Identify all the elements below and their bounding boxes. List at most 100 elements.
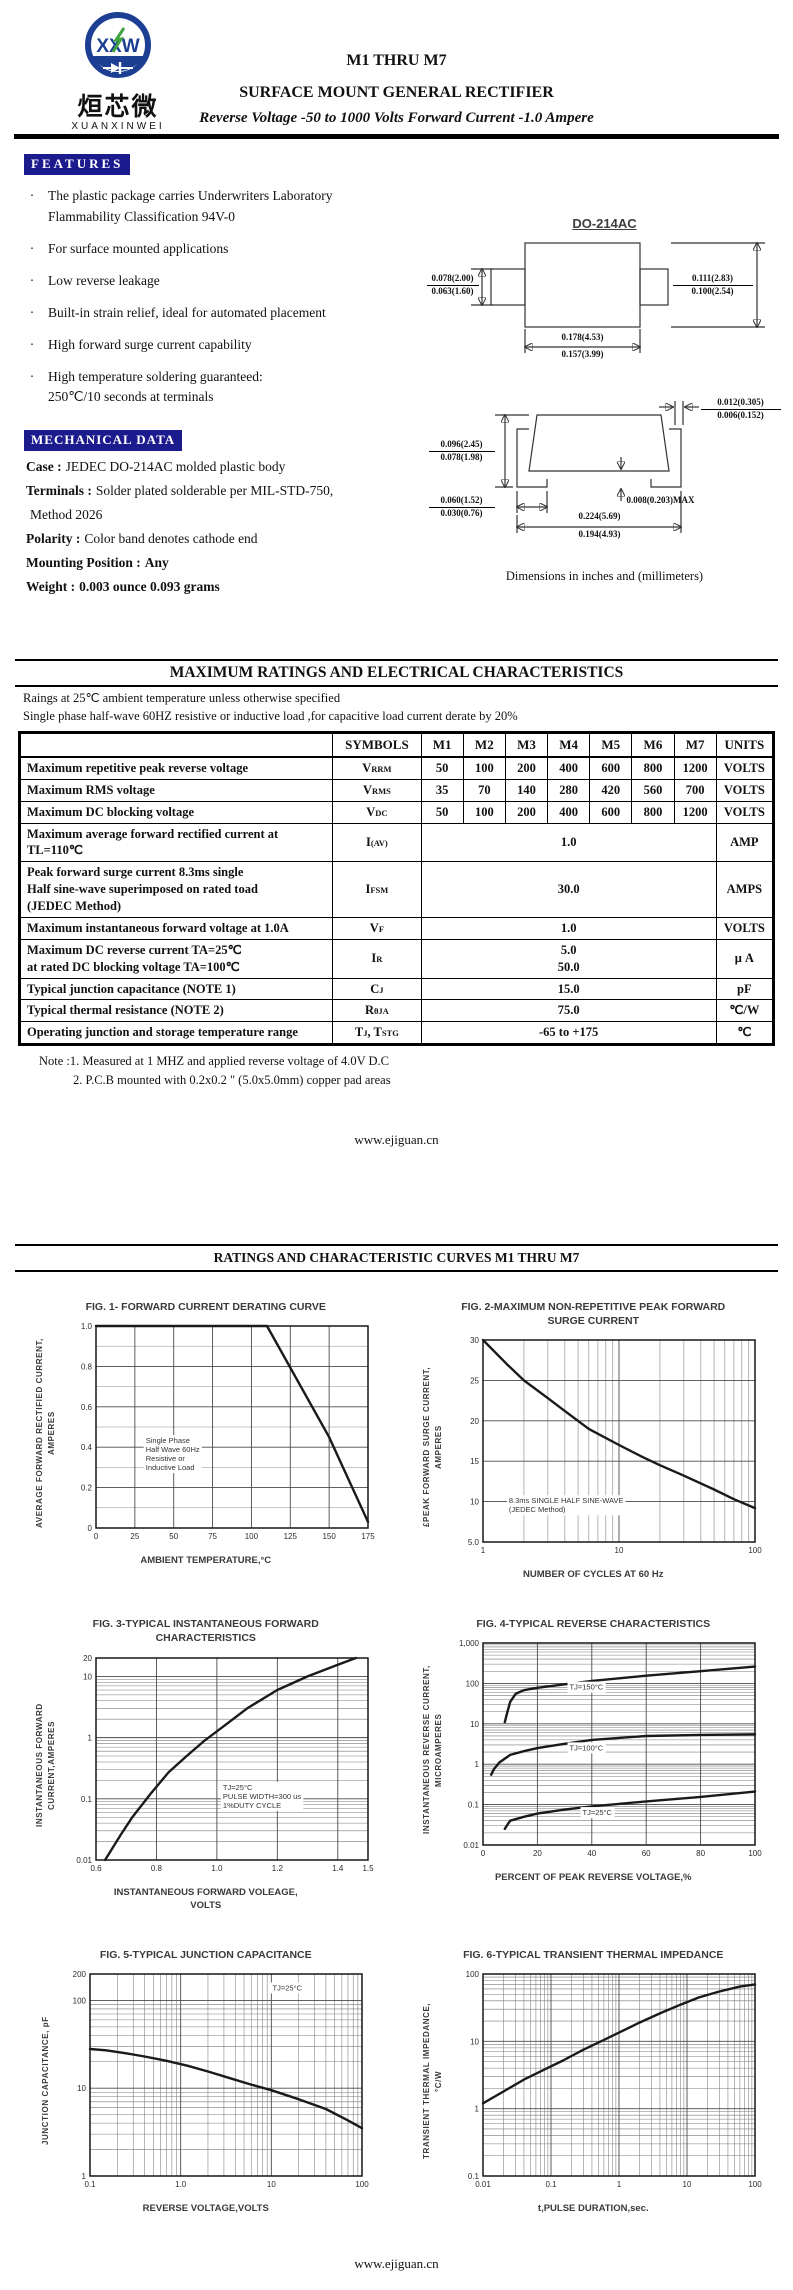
divider — [15, 685, 778, 688]
header-cell: M2 — [462, 732, 506, 758]
figure-6-ylabel: TRANSIENT THERMAL IMPEDANCE, °C/W — [422, 2003, 444, 2160]
svg-text:100: 100 — [749, 2180, 763, 2189]
cell-value: 200 — [504, 756, 549, 780]
svg-text:1: 1 — [617, 2180, 622, 2189]
figure-4-xlabel: PERCENT OF PEAK REVERSE VOLTAGE,% — [494, 1872, 692, 1884]
cell-value: 700 — [673, 778, 717, 802]
svg-text:100: 100 — [749, 1849, 763, 1858]
svg-text:10: 10 — [77, 2085, 86, 2094]
cell-units: AMP — [715, 822, 775, 863]
curves-section-header: RATINGS AND CHARACTERISTIC CURVES M1 THR… — [15, 1243, 778, 1272]
cell-value: 200 — [504, 800, 549, 824]
feature-item: · Low reverse leakage — [28, 271, 416, 292]
package-column: DO-214AC — [416, 154, 793, 595]
svg-text:25: 25 — [130, 1532, 139, 1541]
package-side-view: 0.096(2.45) 0.078(1.98) 0.060(1.52) 0.030(… — [425, 395, 785, 547]
mech-value: Color band denotes cathode end — [84, 531, 258, 547]
cell-value: 140 — [504, 778, 549, 802]
figure-3: FIG. 3-TYPICAL INSTANTANEOUS FORWARD CHA… — [14, 1617, 398, 1912]
company-logo: XXW 烜芯微 XUANXINWEI — [58, 8, 178, 132]
cell-symbol: IFSM — [332, 861, 422, 918]
dim-body-width-top: 0.178(4.53) — [561, 332, 604, 342]
cell-param: Maximum DC blocking voltage — [18, 800, 334, 824]
cell-symbol: VF — [332, 916, 422, 940]
cell-param: Maximum DC reverse current TA=25℃ at rat… — [18, 938, 334, 979]
svg-text:1.4: 1.4 — [332, 1864, 344, 1873]
svg-text:0.01: 0.01 — [76, 1856, 92, 1865]
top-content: FEATURES · The plastic package carries U… — [0, 142, 793, 595]
dim-lead-width: 0.078(2.00) 0.063(1.60) — [426, 273, 479, 297]
page-title: M1 THRU M7 — [346, 52, 447, 69]
svg-text:100: 100 — [466, 1970, 480, 1979]
table-row: Maximum average forward rectified curren… — [18, 822, 775, 863]
svg-text:100: 100 — [355, 2180, 369, 2189]
svg-text:100: 100 — [749, 1546, 763, 1555]
cell-value: 100 — [462, 800, 506, 824]
feature-item: · High forward surge current capability — [28, 335, 416, 356]
header-cell: M4 — [547, 732, 591, 758]
mech-label: Case : — [26, 459, 62, 475]
cell-value-merged: 75.0 — [420, 999, 717, 1023]
figure-3-title: FIG. 3-TYPICAL INSTANTANEOUS FORWARD CHA… — [92, 1618, 319, 1645]
cell-value: 800 — [631, 800, 675, 824]
website-link-top: www.ejiguan.cn — [0, 1132, 793, 1148]
header-divider — [14, 134, 779, 139]
figure-1: FIG. 1- FORWARD CURRENT DERATING CURVE A… — [14, 1300, 398, 1582]
feature-item: · High temperature soldering guaranteed:… — [28, 367, 416, 409]
package-top-view-drawing — [470, 235, 765, 353]
svg-text:0.8: 0.8 — [151, 1864, 163, 1873]
cell-symbol: IR — [332, 938, 422, 979]
svg-text:0.1: 0.1 — [468, 1801, 480, 1810]
cell-value: 50 — [420, 800, 464, 824]
svg-text:TJ=25°C: TJ=25°C — [583, 1809, 613, 1818]
mech-row: Terminals : Solder plated solderable per … — [26, 483, 416, 499]
bullet-icon: · — [29, 240, 35, 256]
cell-param: Operating junction and storage temperatu… — [18, 1021, 334, 1046]
page-subtitle: SURFACE MOUNT GENERAL RECTIFIER — [239, 84, 554, 101]
figure-5-title: FIG. 5-TYPICAL JUNCTION CAPACITANCE — [99, 1949, 312, 1962]
cell-value-merged: 30.0 — [420, 861, 717, 918]
figure-5-ylabel: JUNCTION CAPACITANCE, pF — [40, 2017, 50, 2146]
bullet-icon: · — [29, 272, 35, 288]
figure-1-xlabel: AMBIENT TEMPERATURE,°C — [140, 1554, 272, 1566]
cell-value-merged: 5.0 50.0 — [420, 938, 717, 979]
mech-label: Weight : — [26, 579, 76, 595]
figures-grid: FIG. 1- FORWARD CURRENT DERATING CURVE A… — [0, 1272, 793, 2216]
svg-text:0.6: 0.6 — [81, 1403, 93, 1412]
feature-text: For surface mounted applications — [48, 240, 229, 256]
svg-text:0: 0 — [87, 1524, 92, 1533]
svg-text:75: 75 — [208, 1532, 217, 1541]
svg-text:10: 10 — [267, 2180, 276, 2189]
figure-6-xlabel: t,PULSE DURATION,sec. — [537, 2203, 649, 2215]
cell-param: Maximum RMS voltage — [18, 778, 334, 802]
cell-value: 600 — [589, 756, 633, 780]
mech-value: JEDEC DO-214AC molded plastic body — [65, 459, 286, 475]
cell-param: Typical thermal resistance (NOTE 2) — [18, 999, 334, 1023]
svg-text:20: 20 — [470, 1417, 479, 1426]
svg-text:20: 20 — [83, 1654, 92, 1663]
figure-5: FIG. 5-TYPICAL JUNCTION CAPACITANCE JUNC… — [14, 1948, 398, 2215]
mech-row: Method 2026 — [26, 507, 416, 523]
ratings-condition-2: Single phase half-wave 60HZ resistive or… — [23, 709, 518, 724]
dim-overall-width-top: 0.224(5.69) — [578, 511, 621, 521]
figure-1-title: FIG. 1- FORWARD CURRENT DERATING CURVE — [85, 1300, 326, 1313]
dim-lead-thickness: 0.012(0.305) 0.006(0.152) — [700, 397, 781, 421]
cell-value: 35 — [420, 778, 464, 802]
svg-text:1.5: 1.5 — [362, 1864, 374, 1873]
svg-text:0.01: 0.01 — [475, 2180, 491, 2189]
cell-symbol: I(AV) — [332, 822, 422, 863]
website-link[interactable]: www.ejiguan.cn — [354, 1131, 439, 1147]
svg-text:100: 100 — [72, 1997, 86, 2006]
website-link[interactable]: www.ejiguan.cn — [354, 2255, 439, 2271]
table-row: Maximum DC reverse current TA=25℃ at rat… — [18, 938, 775, 979]
logo-chinese-name: 烜芯微 — [77, 93, 159, 121]
svg-text:100: 100 — [244, 1532, 258, 1541]
mech-value: Method 2026 — [30, 507, 103, 523]
svg-text:0.2: 0.2 — [81, 1483, 93, 1492]
svg-text:50: 50 — [169, 1532, 178, 1541]
svg-text:TJ=150°C: TJ=150°C — [570, 1683, 604, 1692]
header-titles: M1 THRU M7 SURFACE MOUNT GENERAL RECTIFI… — [0, 0, 793, 127]
website-link-bottom: www.ejiguan.cn — [0, 2256, 793, 2272]
header-cell: M1 — [420, 732, 464, 758]
header-cell: M6 — [631, 732, 675, 758]
